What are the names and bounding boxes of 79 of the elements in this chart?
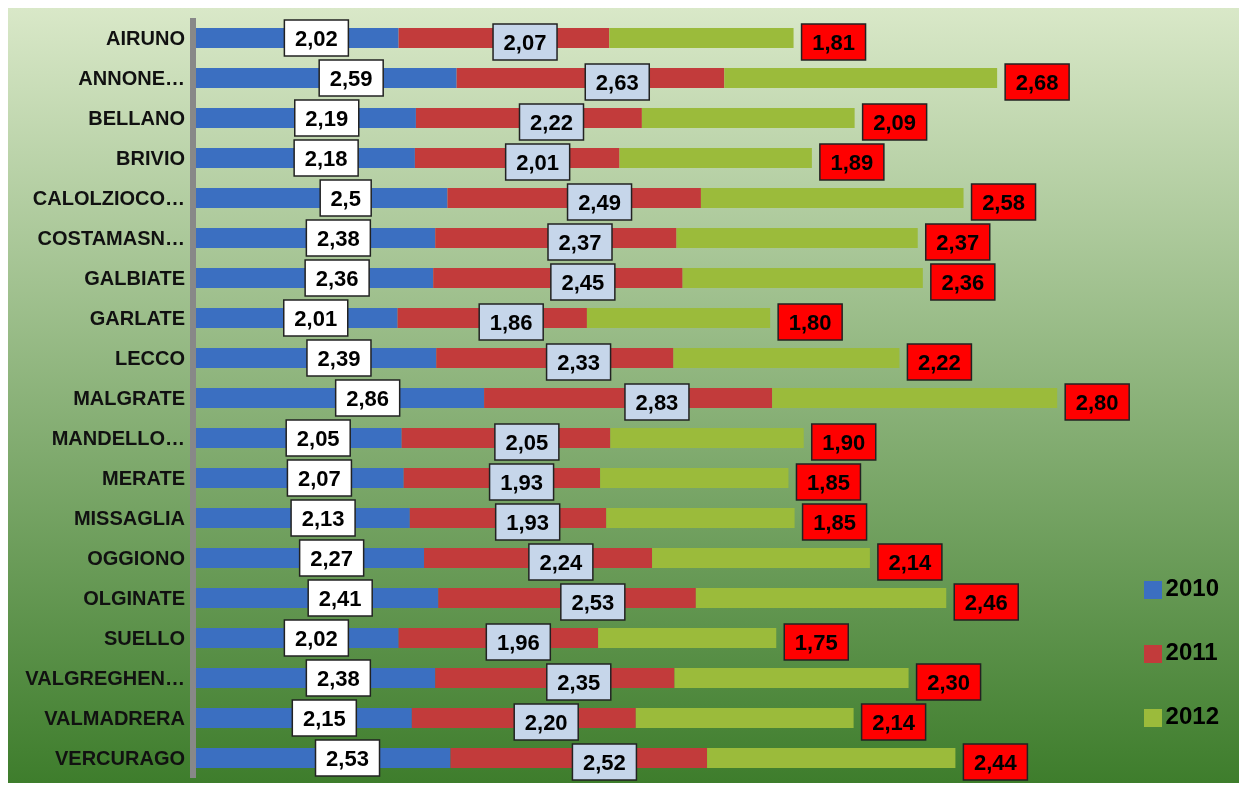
y-tick-label: BELLANO (88, 107, 185, 130)
y-tick-label: CALOLZIOCO… (32, 187, 185, 210)
data-label: 2,44 (973, 749, 1018, 775)
data-label: 2,20 (524, 709, 568, 735)
data-label: 2,37 (558, 229, 602, 255)
data-label: 2,24 (539, 549, 584, 575)
data-label: 2,52 (583, 749, 626, 775)
data-label: 1,81 (812, 29, 855, 55)
data-label: 1,93 (500, 469, 543, 495)
data-label: 2,14 (872, 709, 916, 735)
data-label: 2,14 (888, 549, 933, 575)
y-tick-label: OGGIONO (87, 547, 185, 570)
data-label: 2,58 (982, 189, 1025, 215)
y-tick-label: OLGINATE (83, 587, 185, 610)
data-label: 2,53 (326, 745, 369, 771)
data-label: 2,36 (315, 265, 359, 291)
data-label: 2,02 (294, 25, 338, 51)
y-tick-label: MALGRATE (73, 387, 185, 410)
data-label: 2,30 (927, 669, 970, 695)
data-label: 2,63 (595, 69, 639, 95)
y-tick-label: BRIVIO (116, 147, 185, 170)
data-label: 2,22 (918, 349, 961, 375)
data-label: 2,49 (578, 189, 621, 215)
data-label: 2,37 (936, 229, 980, 255)
data-label: 2,86 (346, 385, 390, 411)
data-label: 2,33 (557, 349, 600, 375)
data-label: 1,96 (496, 629, 540, 655)
legend-label: 2012 (1165, 702, 1219, 729)
data-label: 2,83 (635, 389, 679, 415)
y-tick-label: ANNONE… (78, 67, 185, 90)
data-label: 2,35 (557, 669, 601, 695)
data-label: 2,07 (503, 29, 547, 55)
y-tick-label: VALGREGHEN… (25, 667, 185, 690)
data-label: 2,46 (964, 589, 1008, 615)
data-label: 2,53 (571, 589, 615, 615)
data-label: 2,02 (294, 625, 338, 651)
data-label: 1,90 (822, 429, 866, 455)
data-label: 2,05 (296, 425, 340, 451)
data-label: 2,68 (1015, 69, 1059, 95)
y-tick-label: LECCO (115, 347, 185, 370)
y-tick-label: VERCURAGO (54, 747, 185, 770)
y-tick-label: MISSAGLIA (73, 507, 185, 530)
data-label: 2,18 (304, 145, 348, 171)
data-label: 1,80 (788, 309, 832, 335)
data-label: 2,05 (505, 429, 549, 455)
data-label: 2,01 (516, 149, 560, 175)
data-label: 2,27 (310, 545, 354, 571)
data-label: 2,15 (302, 705, 346, 731)
data-label: 2,38 (316, 225, 360, 251)
data-label: 2,5 (330, 185, 361, 211)
y-tick-label: AIRUNO (106, 27, 185, 50)
data-label: 2,39 (317, 345, 361, 371)
y-tick-label: GALBIATE (84, 267, 185, 290)
y-tick-label: VALMADRERA (44, 707, 185, 730)
data-label: 1,75 (794, 629, 838, 655)
data-label: 2,41 (318, 585, 362, 611)
data-label: 2,13 (301, 505, 345, 531)
data-label: 1,93 (506, 509, 550, 535)
data-label: 2,80 (1075, 389, 1119, 415)
y-tick-label: COSTAMASN… (37, 227, 185, 250)
data-label: 2,59 (329, 65, 373, 91)
data-label: 2,45 (561, 269, 605, 295)
data-label: 1,85 (813, 509, 856, 535)
legend-label: 2011 (1165, 638, 1218, 665)
y-tick-label: MERATE (102, 467, 185, 490)
data-label: 2,22 (530, 109, 573, 135)
data-label: 2,01 (294, 305, 338, 331)
data-label: 2,36 (941, 269, 985, 295)
data-label: 1,86 (489, 309, 533, 335)
y-tick-label: MANDELLO… (51, 427, 185, 450)
y-tick-label: SUELLO (103, 627, 185, 650)
data-label: 2,09 (873, 109, 917, 135)
data-label: 2,19 (305, 105, 349, 131)
legend-label: 2010 (1165, 574, 1219, 601)
y-tick-label: GARLATE (89, 307, 185, 330)
data-label: 1,89 (830, 149, 874, 175)
data-label: 2,38 (316, 665, 360, 691)
data-label: 1,85 (807, 469, 850, 495)
data-label: 2,07 (298, 465, 341, 491)
